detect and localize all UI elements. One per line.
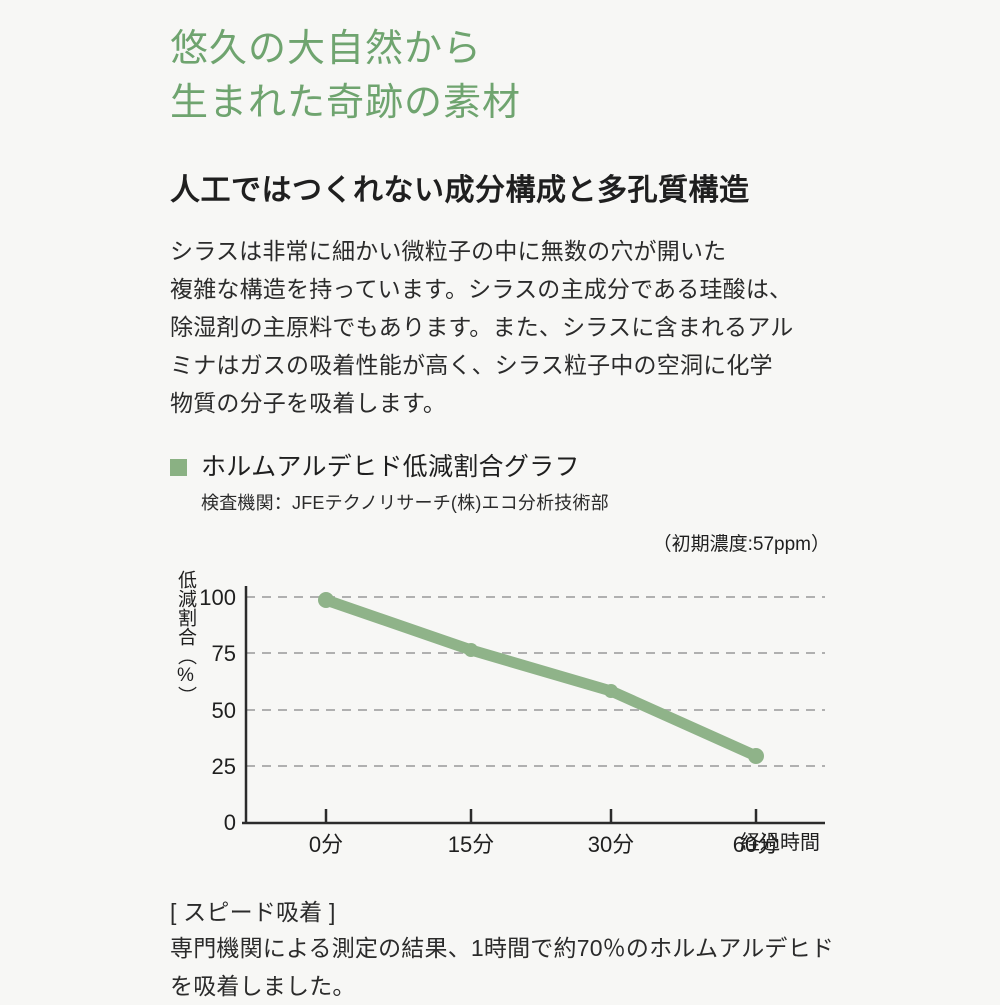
x-axis-ticks	[324, 809, 758, 823]
xtick-label-0min: 0分	[309, 832, 343, 857]
square-bullet-icon	[170, 458, 187, 476]
ytick-label-75: 75	[212, 641, 236, 666]
y-axis-label: 低減割合（%）	[175, 570, 196, 705]
section-subheading: 人工ではつくれない成分構成と多孔質構造	[170, 174, 750, 207]
ytick-label-50: 50	[212, 698, 236, 723]
body-line-3: 除湿剤の主原料でもあります。また、シラスに含まれるアル	[170, 314, 794, 340]
line-chart-svg: 100 75 50 25 0 0分 15分	[199, 585, 825, 857]
body-line-4: ミナはガスの吸着性能が高く、シラス粒子中の空洞に化学	[170, 352, 773, 378]
chart-initial-concentration-note: （初期濃度:57ppm）	[652, 534, 830, 555]
chart-title: ホルムアルデヒド低減割合グラフ	[201, 453, 580, 481]
xtick-label-15min: 15分	[448, 832, 494, 857]
xtick-label-60min: 60分	[733, 832, 779, 857]
y-axis-tick-labels: 100 75 50 25 0	[199, 585, 236, 835]
caption-line-1: 専門機関による測定の結果、1時間で約70％のホルムアルデヒド	[170, 935, 834, 961]
x-axis-label: 経過時間	[740, 832, 820, 854]
body-paragraph: シラスは非常に細かい微粒子の中に無数の穴が開いた 複雑な構造を持っています。シラ…	[170, 232, 830, 422]
ytick-label-100: 100	[199, 585, 236, 610]
xtick-label-30min: 30分	[588, 832, 634, 857]
chart-gridlines	[246, 596, 825, 767]
headline-line-2: 生まれた奇跡の素材	[170, 82, 522, 124]
page-headline: 悠久の大自然から 生まれた奇跡の素材	[170, 22, 870, 130]
chart-data-line	[320, 594, 762, 762]
data-point-30min	[604, 684, 618, 698]
caption-title: [ スピード吸着 ]	[170, 899, 336, 925]
ytick-label-25: 25	[212, 754, 236, 779]
caption-body: 専門機関による測定の結果、1時間で約70％のホルムアルデヒド を吸着しました。	[170, 929, 850, 1005]
headline-line-1: 悠久の大自然から	[170, 28, 483, 70]
ytick-label-0: 0	[224, 810, 236, 835]
chart-section: ホルムアルデヒド低減割合グラフ 検査機関：JFEテクノリサーチ(株)エコ分析技術…	[170, 452, 840, 864]
body-line-5: 物質の分子を吸着します。	[170, 390, 447, 416]
data-point-15min	[464, 643, 478, 657]
footer-caption: [ スピード吸着 ] 専門機関による測定の結果、1時間で約70％のホルムアルデヒ…	[170, 895, 850, 1005]
data-point-60min	[748, 748, 764, 764]
body-line-2: 複雑な構造を持っています。シラスの主成分である珪酸は、	[170, 276, 793, 302]
chart-plot-area: 低減割合（%）	[170, 564, 840, 864]
caption-line-2: を吸着しました。	[170, 973, 356, 999]
data-point-0min	[318, 592, 334, 608]
x-axis-tick-labels: 0分 15分 30分 60分	[309, 832, 779, 857]
chart-heading: ホルムアルデヒド低減割合グラフ	[170, 452, 840, 482]
chart-data-points	[318, 592, 764, 764]
chart-subtitle: 検査機関：JFEテクノリサーチ(株)エコ分析技術部	[201, 493, 609, 513]
body-line-1: シラスは非常に細かい微粒子の中に無数の穴が開いた	[170, 238, 727, 264]
